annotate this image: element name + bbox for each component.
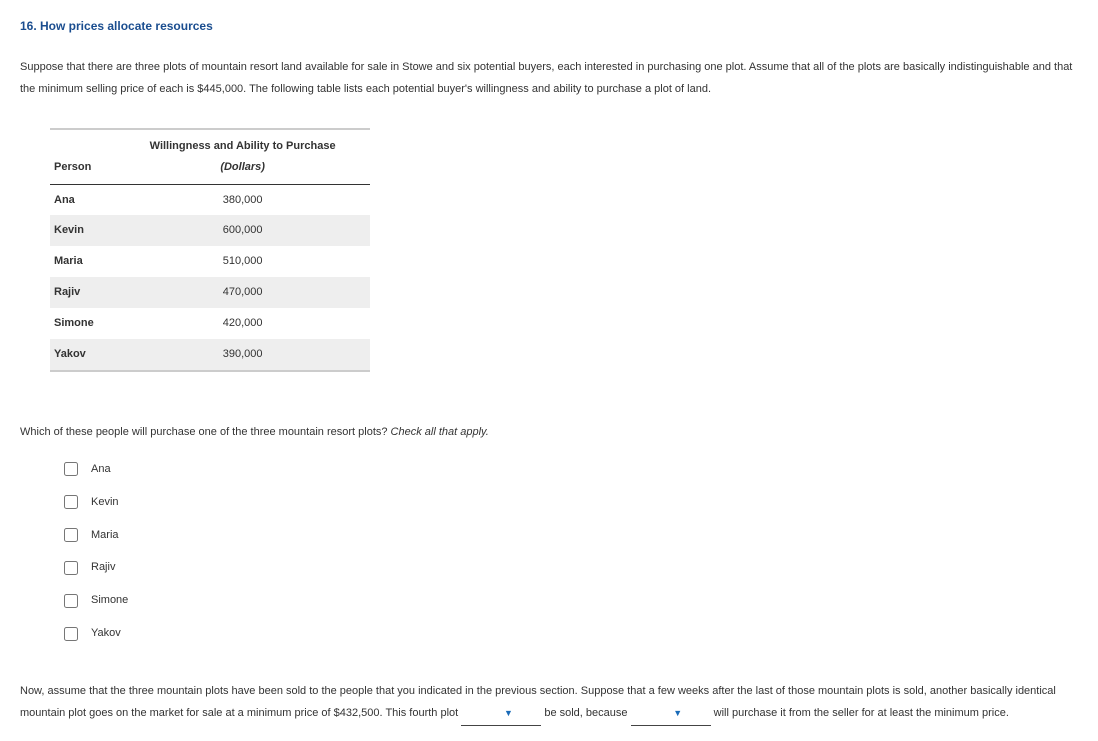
cell-person: Simone [50, 308, 115, 339]
cell-value: 470,000 [115, 277, 370, 308]
table-row: Maria510,000 [50, 246, 370, 277]
checkbox-row: Yakov [60, 617, 1078, 650]
checkbox-label: Rajiv [91, 557, 115, 578]
checkbox-row: Maria [60, 519, 1078, 552]
checkbox-simone[interactable] [64, 594, 78, 608]
checkbox-ana[interactable] [64, 462, 78, 476]
dropdown-spacer [633, 702, 670, 724]
checkbox-kevin[interactable] [64, 495, 78, 509]
final-paragraph: Now, assume that the three mountain plot… [20, 680, 1078, 726]
checkbox-group: Ana Kevin Maria Rajiv Simone Yakov [60, 453, 1078, 650]
cell-value: 600,000 [115, 215, 370, 246]
checkbox-maria[interactable] [64, 528, 78, 542]
question-main-text: Which of these people will purchase one … [20, 426, 391, 438]
cell-value: 420,000 [115, 308, 370, 339]
cell-value: 380,000 [115, 184, 370, 215]
checkbox-label: Yakov [91, 623, 121, 644]
dropdown-will-wont[interactable]: ▼ [461, 702, 541, 726]
cell-person: Kevin [50, 215, 115, 246]
wtp-table: Person Willingness and Ability to Purcha… [50, 128, 370, 372]
checkbox-row: Simone [60, 584, 1078, 617]
dropdown-buyer[interactable]: ▼ [631, 702, 711, 726]
checkbox-rajiv[interactable] [64, 561, 78, 575]
cell-person: Maria [50, 246, 115, 277]
table-row: Yakov390,000 [50, 339, 370, 371]
cell-person: Ana [50, 184, 115, 215]
table-row: Simone420,000 [50, 308, 370, 339]
cell-value: 510,000 [115, 246, 370, 277]
checkbox-label: Kevin [91, 492, 119, 513]
cell-person: Rajiv [50, 277, 115, 308]
checkbox-label: Maria [91, 525, 119, 546]
checkbox-yakov[interactable] [64, 627, 78, 641]
question-title: 16. How prices allocate resources [20, 15, 1078, 38]
col-header-wtp-line1: Willingness and Ability to Purchase [123, 136, 362, 157]
cell-value: 390,000 [115, 339, 370, 371]
checkbox-row: Rajiv [60, 551, 1078, 584]
question-prompt: Which of these people will purchase one … [20, 422, 1078, 443]
chevron-down-icon: ▼ [673, 704, 682, 722]
checkbox-label: Ana [91, 459, 111, 480]
final-text-3: will purchase it from the seller for at … [714, 707, 1009, 719]
col-header-wtp-line2: (Dollars) [123, 157, 362, 178]
table-row: Kevin600,000 [50, 215, 370, 246]
col-header-wtp: Willingness and Ability to Purchase (Dol… [115, 129, 370, 184]
intro-text: Suppose that there are three plots of mo… [20, 56, 1078, 100]
final-text-2: be sold, because [544, 707, 630, 719]
cell-person: Yakov [50, 339, 115, 371]
checkbox-label: Simone [91, 590, 128, 611]
dropdown-spacer [463, 702, 500, 724]
wtp-table-container: Person Willingness and Ability to Purcha… [50, 128, 370, 372]
table-row: Rajiv470,000 [50, 277, 370, 308]
checkbox-row: Kevin [60, 486, 1078, 519]
col-header-person: Person [50, 129, 115, 184]
question-hint-text: Check all that apply. [391, 426, 489, 438]
checkbox-row: Ana [60, 453, 1078, 486]
table-row: Ana380,000 [50, 184, 370, 215]
chevron-down-icon: ▼ [504, 704, 513, 722]
wtp-table-body: Ana380,000 Kevin600,000 Maria510,000 Raj… [50, 184, 370, 371]
